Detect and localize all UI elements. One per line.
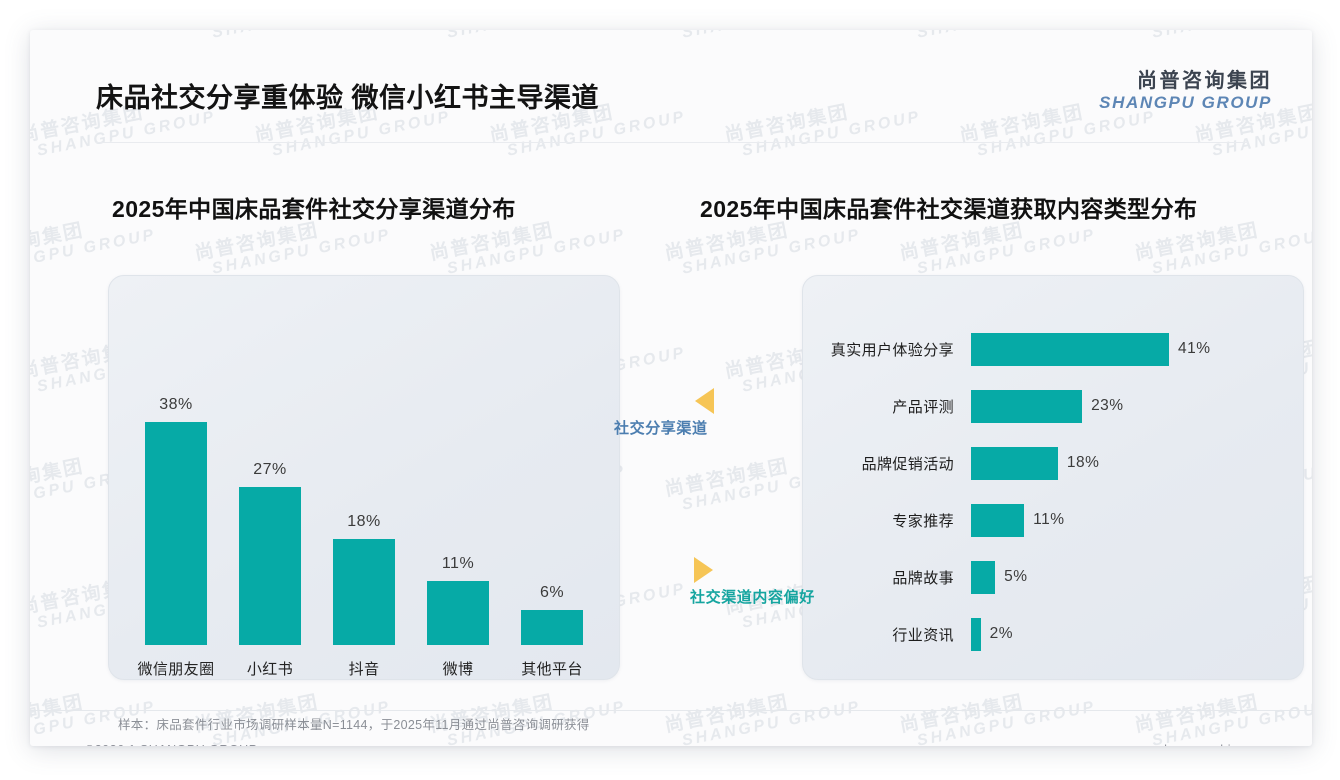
- column-bar: [333, 539, 395, 645]
- slide-card: 尚普咨询集团 SHANGPU GROUP 尚普咨询集团 SHANGPU GROUP 尚普…: [30, 30, 1312, 746]
- bar-category-label: 专家推荐: [892, 512, 954, 530]
- bar-category-label: 产品评测: [892, 398, 954, 416]
- bar-value-label: 11%: [1033, 511, 1065, 528]
- bar-chart-row: 品牌促销活动 18%: [803, 446, 1303, 480]
- annotation-social-channels: 社交分享渠道: [614, 388, 714, 438]
- column-category-label: 小红书: [246, 661, 294, 678]
- bar-value-label: 41%: [1178, 340, 1211, 357]
- column-value-label: 11%: [441, 554, 475, 572]
- page-title: 床品社交分享重体验 微信小红书主导渠道: [96, 83, 600, 113]
- column-chart: 38% 微信朋友圈 27% 小红书 18% 抖音 11% 微博 6% 其他平台: [109, 276, 619, 679]
- slide-header: 床品社交分享重体验 微信小红书主导渠道 尚普咨询集团 SHANGPU GROUP: [30, 30, 1312, 130]
- bar-fill: [971, 560, 996, 594]
- triangle-left-icon: [695, 388, 714, 414]
- horizontal-bar-chart: 真实用户体验分享 41% 产品评测 23% 品牌促销活动 18% 专家推荐 11% 品牌故事 5%…: [803, 276, 1303, 679]
- bar-fill: [971, 332, 1169, 366]
- bar-fill: [971, 446, 1058, 480]
- bar-chart-row: 行业资讯 2%: [803, 617, 1303, 651]
- column-value-label: 18%: [347, 513, 381, 531]
- column-value-label: 6%: [539, 583, 565, 601]
- column-category-label: 微博: [442, 661, 474, 678]
- annotation-social-channels-label: 社交分享渠道: [614, 420, 708, 437]
- column-category-label: 其他平台: [521, 661, 583, 678]
- annotation-content-preference-label: 社交渠道内容偏好: [690, 589, 815, 606]
- bar-chart-row: 专家推荐 11%: [803, 503, 1303, 537]
- bar-value-label: 5%: [1004, 568, 1028, 585]
- column-bar: [521, 609, 583, 645]
- bar-chart-row: 产品评测 23%: [803, 389, 1303, 423]
- column-category-label: 微信朋友圈: [137, 661, 215, 678]
- bar-chart-row: 真实用户体验分享 41%: [803, 332, 1303, 366]
- column-value-label: 27%: [253, 460, 287, 478]
- bar-fill: [971, 389, 1083, 423]
- footer-copyright: ©2026.1 SHANGPU GROUP: [85, 743, 258, 746]
- chart-title-left: 2025年中国床品套件社交分享渠道分布: [112, 196, 516, 222]
- column-bar: [239, 486, 301, 645]
- footer-website[interactable]: www.shangpu-china.com: [1126, 743, 1275, 746]
- logo-chinese-text: 尚普咨询集团: [1137, 70, 1272, 92]
- slide-footer: ©2026.1 SHANGPU GROUP www.shangpu-china.…: [85, 743, 1275, 746]
- bar-category-label: 真实用户体验分享: [830, 341, 954, 359]
- column-bar: [427, 580, 489, 645]
- bar-chart-row: 品牌故事 5%: [803, 560, 1303, 594]
- header-divider: [96, 142, 1248, 143]
- chart-panel-left: 38% 微信朋友圈 27% 小红书 18% 抖音 11% 微博 6% 其他平台: [108, 275, 620, 680]
- logo-english-text: SHANGPU GROUP: [1099, 93, 1272, 112]
- triangle-right-icon: [694, 557, 713, 583]
- column-chart-item: 38% 微信朋友圈: [131, 276, 221, 679]
- bar-value-label: 18%: [1066, 454, 1100, 471]
- column-chart-item: 11% 微博: [413, 276, 503, 679]
- column-chart-item: 27% 小红书: [225, 276, 315, 679]
- bar-category-label: 行业资讯: [892, 626, 954, 644]
- bar-fill: [971, 617, 981, 651]
- bar-value-label: 2%: [989, 625, 1014, 642]
- chart-panel-right: 真实用户体验分享 41% 产品评测 23% 品牌促销活动 18% 专家推荐 11% 品牌故事 5%…: [802, 275, 1304, 680]
- column-category-label: 抖音: [348, 661, 380, 678]
- annotation-content-preference: 社交渠道内容偏好: [690, 557, 815, 607]
- chart-title-right: 2025年中国床品套件社交渠道获取内容类型分布: [700, 196, 1198, 222]
- column-chart-item: 18% 抖音: [319, 276, 409, 679]
- slide-body: 2025年中国床品套件社交分享渠道分布 2025年中国床品套件社交渠道获取内容类…: [30, 30, 1312, 746]
- footer-divider: [30, 710, 1312, 711]
- column-value-label: 38%: [159, 396, 193, 414]
- column-bar: [145, 422, 207, 645]
- bar-value-label: 23%: [1091, 397, 1124, 414]
- sample-footnote: 样本：床品套件行业市场调研样本量N=1144，于2025年11月通过尚普咨询调研…: [118, 718, 590, 732]
- bar-category-label: 品牌促销活动: [861, 455, 954, 473]
- column-chart-item: 6% 其他平台: [507, 276, 597, 679]
- bar-category-label: 品牌故事: [892, 569, 954, 587]
- brand-logo: 尚普咨询集团 SHANGPU GROUP: [1099, 70, 1272, 113]
- bar-fill: [971, 503, 1025, 537]
